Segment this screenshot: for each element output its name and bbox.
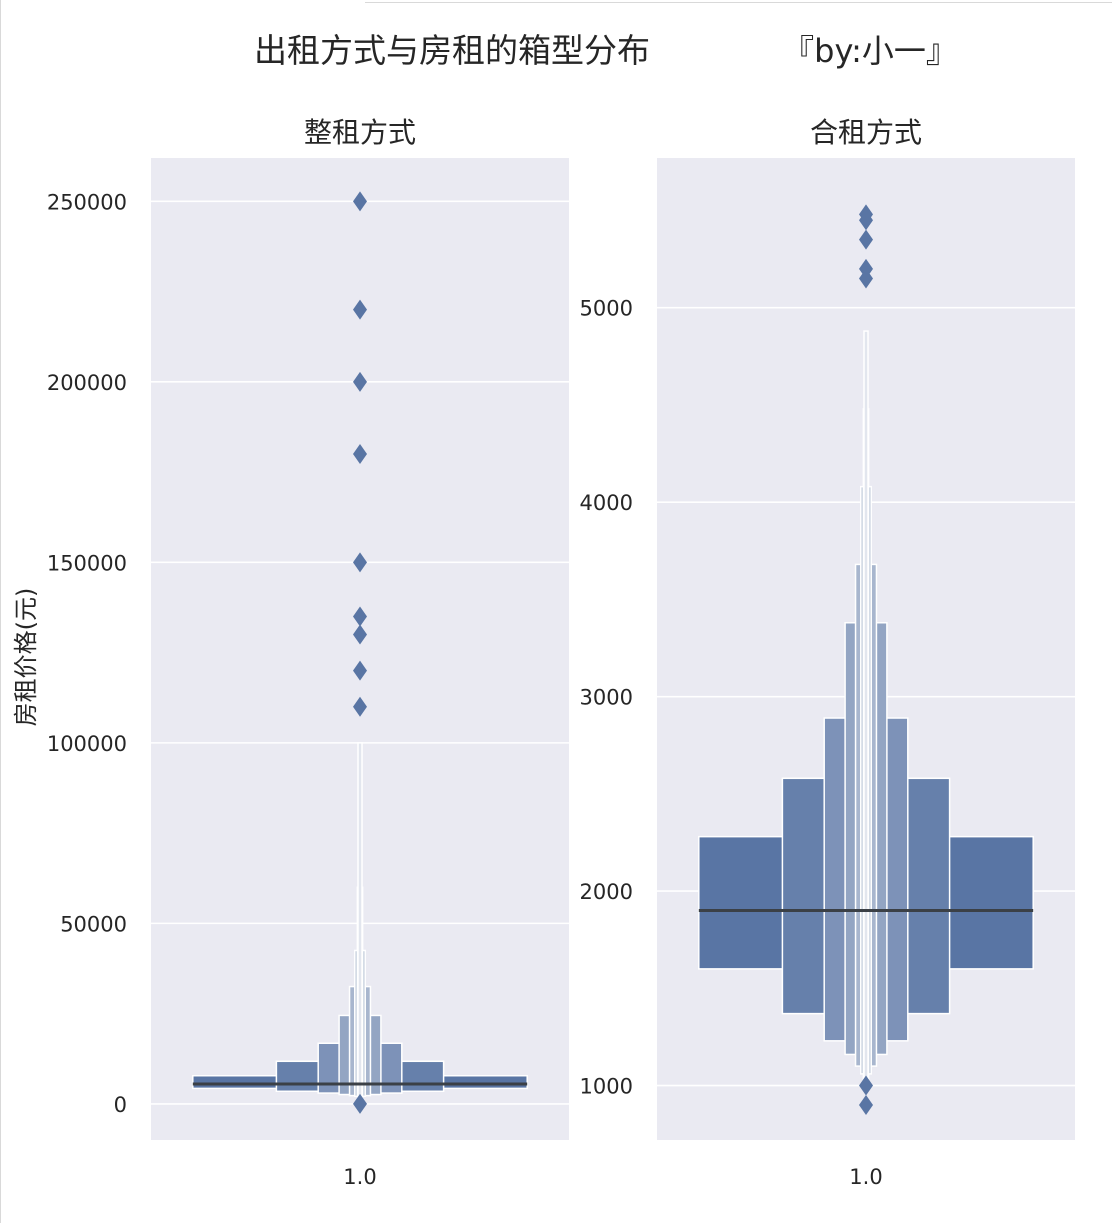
boxen-level-box (863, 330, 869, 1085)
y-tick-label: 50000 (60, 912, 127, 936)
y-tick-label: 4000 (580, 491, 633, 515)
outlier-point (353, 696, 367, 717)
outlier-point (353, 191, 367, 212)
top-frame-line (365, 2, 1112, 3)
outlier-point (353, 371, 367, 392)
y-tick-label: 150000 (47, 551, 127, 575)
outlier-point (859, 210, 873, 231)
y-tick-label: 100000 (47, 732, 127, 756)
outlier-point (353, 606, 367, 627)
outlier-point (353, 299, 367, 320)
y-tick-label: 1000 (580, 1075, 633, 1099)
panel-1: 0 50000 100000 150000 200000 250000 整租方式 1.0 (47, 116, 569, 1189)
outlier-point (353, 1093, 367, 1114)
outlier-point (353, 660, 367, 681)
outlier-point (353, 552, 367, 573)
outlier-point (859, 1094, 873, 1115)
outlier-point (859, 268, 873, 289)
chart-title: 出租方式与房租的箱型分布 (254, 31, 650, 70)
subplot-title: 整租方式 (304, 116, 416, 149)
subplot-title: 合租方式 (810, 116, 922, 149)
outlier-point (859, 229, 873, 250)
outlier-point (353, 624, 367, 645)
y-tick-label: 0 (114, 1093, 127, 1117)
y-tick-label: 3000 (580, 686, 633, 710)
outlier-point (353, 444, 367, 465)
panel-2: 1000 2000 3000 4000 5000 合租方式 1.0 (580, 116, 1075, 1189)
y-tick-label: 250000 (47, 190, 127, 214)
x-tick-label: 1.0 (849, 1165, 882, 1189)
y-axis-label: 房租价格(元) (12, 588, 40, 727)
y-tick-label: 2000 (580, 880, 633, 904)
boxen-level-box (357, 742, 363, 1098)
outlier-point (859, 1075, 873, 1096)
x-tick-label: 1.0 (343, 1165, 376, 1189)
y-tick-label: 5000 (580, 297, 633, 321)
y-tick-label: 200000 (47, 371, 127, 395)
left-frame-line (0, 0, 1, 1223)
chart-credit: 『by:小一』 (782, 32, 958, 70)
